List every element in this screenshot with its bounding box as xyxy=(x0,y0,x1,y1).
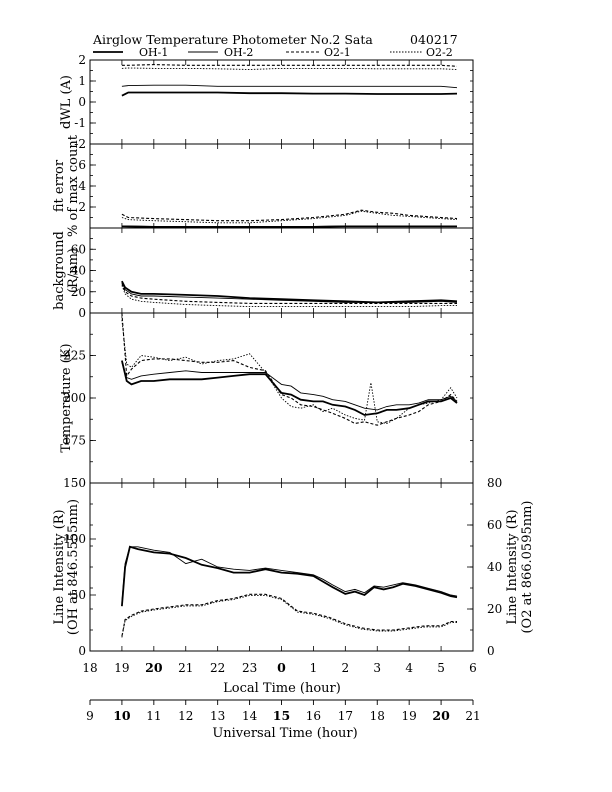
universal-time-tick-label: 14 xyxy=(242,709,258,723)
local-time-tick-label: 4 xyxy=(405,661,413,675)
series-line-oh-1 xyxy=(121,280,458,304)
series-line-oh-1 xyxy=(121,225,457,228)
y-tick-label: 20 xyxy=(71,285,86,299)
series-line-o2-1 xyxy=(121,64,458,67)
y-tick-label: 1 xyxy=(78,74,86,88)
y-tick-label: 40 xyxy=(71,264,86,278)
universal-time-tick-label: 20 xyxy=(432,708,450,723)
series-line-oh-2 xyxy=(121,546,458,603)
series-line-oh-1 xyxy=(121,91,458,97)
series-line-o2-1 xyxy=(121,312,458,426)
panel-frame xyxy=(89,59,474,145)
y-tick-label: 0 xyxy=(78,95,86,109)
series-line-o2-2 xyxy=(121,594,457,638)
universal-time-label: Universal Time (hour) xyxy=(212,726,357,741)
y-tick-label: 50 xyxy=(71,588,86,602)
local-time-tick-label: 23 xyxy=(242,661,257,675)
panel-frame xyxy=(89,482,474,652)
universal-time-tick-label: 10 xyxy=(113,708,131,723)
series-line-o2-2 xyxy=(121,319,458,424)
y-tick-label: -2 xyxy=(74,137,86,151)
local-time-tick-label: 21 xyxy=(178,661,193,675)
local-time-tick-label: 0 xyxy=(277,660,286,675)
series-line-oh-1 xyxy=(121,360,458,416)
legend: OH-1 OH-2 O2-1 O2-2 xyxy=(93,46,453,59)
x-axes: Local Time (hour) Universal Time (hour) … xyxy=(82,660,480,741)
y-axis-label: fit error xyxy=(52,159,67,212)
right-y-axis-sublabel: (O2 at 866.0595nm) xyxy=(520,500,535,633)
series-line-o2-1 xyxy=(121,593,457,637)
local-time-tick-label: 18 xyxy=(82,661,97,675)
universal-time-tick-label: 17 xyxy=(338,709,353,723)
local-time-tick-label: 20 xyxy=(145,660,163,675)
universal-time-tick-label: 21 xyxy=(465,709,480,723)
right-y-tick-label: 60 xyxy=(487,518,502,532)
y-tick-label: 100 xyxy=(63,532,86,546)
legend-label-o2-1: O2-1 xyxy=(324,46,351,59)
universal-time-tick-label: 16 xyxy=(306,709,321,723)
y-axis-label: Line Intensity (R) xyxy=(52,509,67,624)
right-y-tick-label: 80 xyxy=(487,476,502,490)
y-axis-sublabel: % of max count xyxy=(66,134,81,237)
local-time-tick-label: 1 xyxy=(310,661,318,675)
right-y-axis-label: Line Intensity (R) xyxy=(505,509,520,624)
y-axis-label: Temperature (K) xyxy=(59,343,74,452)
y-tick-label: 225 xyxy=(63,349,86,363)
local-time-tick-label: 3 xyxy=(373,661,381,675)
local-time-tick-label: 19 xyxy=(114,661,129,675)
y-tick-label: 150 xyxy=(63,476,86,490)
series-line-o2-1 xyxy=(121,283,457,304)
chart-title: Airglow Temperature Photometer No.2 Sata xyxy=(92,32,373,47)
local-time-tick-label: 2 xyxy=(342,661,350,675)
panel-background: 0 20 40 60 background (R/nm) xyxy=(52,227,474,320)
y-tick-label: 60 xyxy=(71,242,86,256)
y-tick-label: 2 xyxy=(78,200,86,214)
local-time-tick-label: 6 xyxy=(469,661,477,675)
y-tick-label: 0 xyxy=(78,644,86,658)
local-time-tick-label: 5 xyxy=(437,661,445,675)
universal-time-tick-label: 15 xyxy=(273,708,290,723)
series-line-o2-1 xyxy=(121,209,458,222)
universal-time-tick-label: 11 xyxy=(146,709,161,723)
legend-label-oh-2: OH-2 xyxy=(224,46,253,59)
universal-time-tick-label: 18 xyxy=(370,709,385,723)
y-tick-label: -1 xyxy=(74,116,86,130)
series-line-oh-2 xyxy=(121,84,458,89)
series-line-o2-2 xyxy=(121,285,457,308)
series-line-oh-1 xyxy=(121,545,458,607)
y-axis-sublabel: (OH at 846.5555nm) xyxy=(66,499,81,635)
right-y-tick-label: 20 xyxy=(487,602,502,616)
panels: -2 -1 0 1 2 dWL (A) 2 4 6 fit error% of max count… xyxy=(52,53,535,658)
local-time-tick-label: 22 xyxy=(210,661,225,675)
right-y-tick-label: 40 xyxy=(487,560,502,574)
local-time-label: Local Time (hour) xyxy=(223,681,341,696)
date-code: 040217 xyxy=(410,32,458,47)
y-tick-label: 6 xyxy=(78,158,86,172)
universal-time-tick-label: 19 xyxy=(402,709,417,723)
legend-label-o2-2: O2-2 xyxy=(426,46,453,59)
right-y-tick-label: 0 xyxy=(487,644,495,658)
y-axis-sublabel: (R/nm) xyxy=(66,248,81,293)
universal-time-tick-label: 12 xyxy=(178,709,193,723)
y-tick-label: 175 xyxy=(63,434,86,448)
y-tick-label: 2 xyxy=(78,53,86,67)
universal-time-tick-label: 13 xyxy=(210,709,225,723)
legend-label-oh-1: OH-1 xyxy=(139,46,168,59)
series-line-o2-2 xyxy=(121,210,458,224)
y-axis-label: dWL (A) xyxy=(59,75,74,129)
series-line-o2-2 xyxy=(121,67,458,70)
y-tick-label: 200 xyxy=(63,391,86,405)
series-line-oh-2 xyxy=(121,282,458,303)
series-line-oh-2 xyxy=(121,362,458,411)
panel-fit-error: 2 4 6 fit error% of max count xyxy=(52,134,474,237)
series-line-oh-2 xyxy=(121,225,457,227)
y-tick-label: 4 xyxy=(78,179,86,193)
y-tick-label: 0 xyxy=(78,306,86,320)
panel-dwl: -2 -1 0 1 2 dWL (A) xyxy=(59,53,474,151)
y-axis-label: background xyxy=(52,231,67,310)
universal-time-tick-label: 9 xyxy=(86,709,94,723)
